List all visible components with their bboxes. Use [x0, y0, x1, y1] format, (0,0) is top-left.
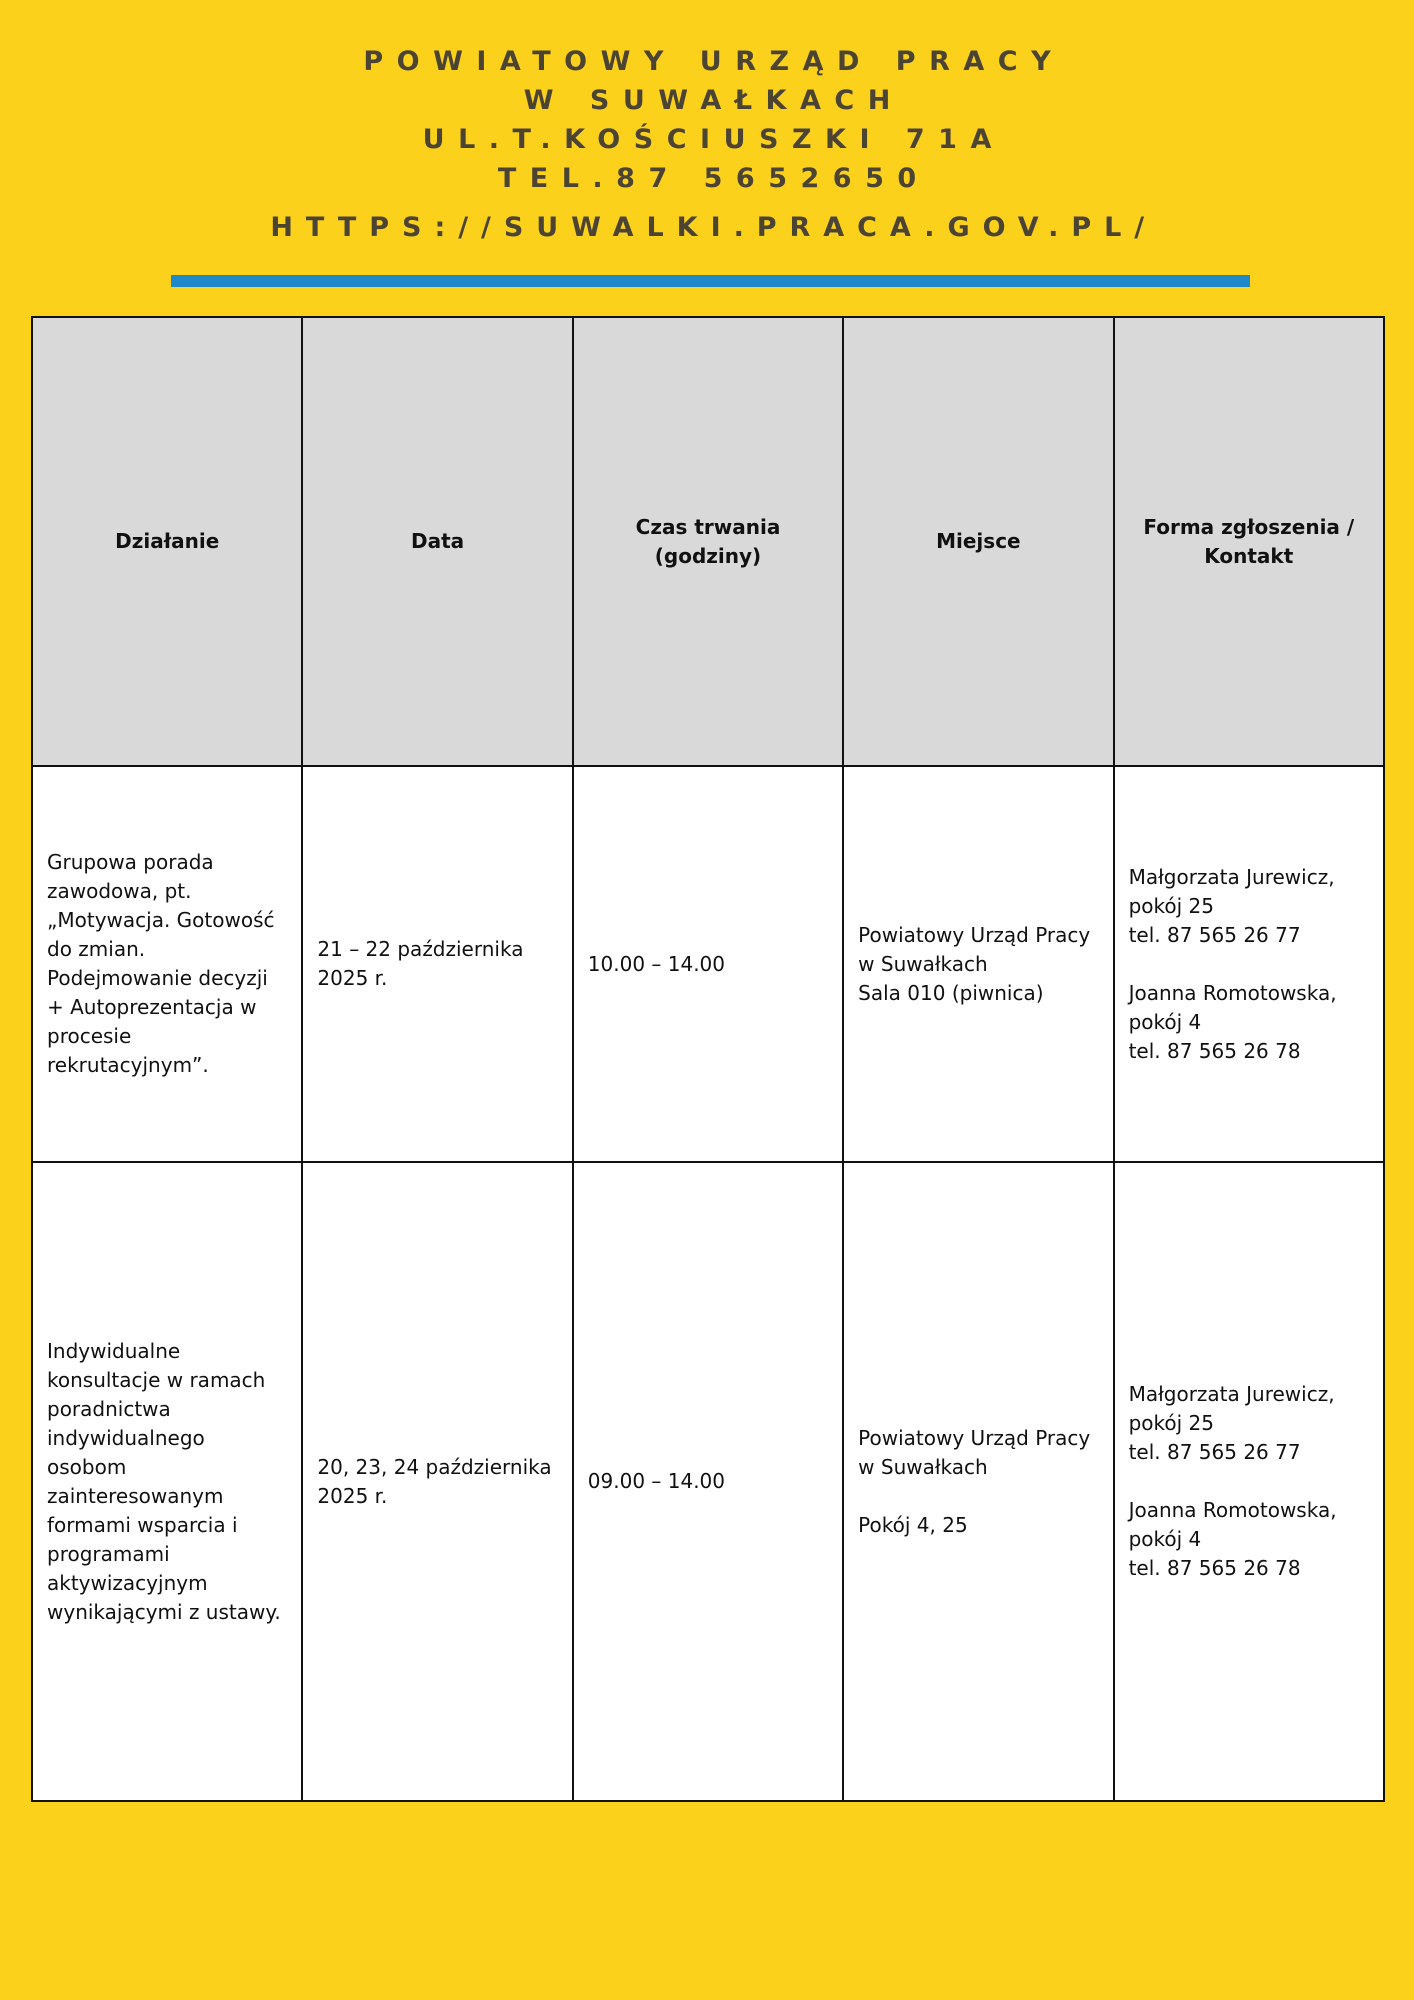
cell-duration: 10.00 – 14.00: [571, 765, 845, 1163]
column-header: Działanie: [30, 316, 304, 767]
header-line: TEL.87 5652650: [497, 163, 930, 194]
table-row: Indywidualne konsultacje w ramach poradn…: [30, 1161, 1386, 1802]
cell-activity: Grupowa porada zawodowa, pt. „Motywacja.…: [30, 765, 304, 1163]
column-header: Data: [301, 316, 574, 767]
column-header: Czas trwania (godziny): [571, 316, 845, 767]
column-header: Forma zgłoszenia / Kontakt: [1112, 316, 1386, 767]
header-line: POWIATOWY URZĄD PRACY: [363, 46, 1065, 77]
accent-divider: [171, 275, 1250, 287]
cell-contact: Małgorzata Jurewicz, pokój 25 tel. 87 56…: [1112, 1161, 1386, 1802]
table-row: Grupowa porada zawodowa, pt. „Motywacja.…: [30, 765, 1386, 1163]
header-line: UL.T.KOŚCIUSZKI 71A: [422, 124, 1005, 155]
website-url[interactable]: HTTPS://SUWALKI.PRACA.GOV.PL/: [270, 212, 1158, 243]
cell-date: 21 – 22 października 2025 r.: [301, 765, 574, 1163]
table-header-row: Działanie Data Czas trwania (godziny) Mi…: [30, 316, 1386, 767]
cell-contact: Małgorzata Jurewicz, pokój 25 tel. 87 56…: [1112, 765, 1386, 1163]
cell-date: 20, 23, 24 października 2025 r.: [301, 1161, 574, 1802]
cell-activity: Indywidualne konsultacje w ramach poradn…: [30, 1161, 304, 1802]
schedule-table: Działanie Data Czas trwania (godziny) Mi…: [30, 316, 1386, 1802]
column-header: Miejsce: [842, 316, 1115, 767]
office-header: POWIATOWY URZĄD PRACY W SUWAŁKACH UL.T.K…: [0, 42, 1414, 247]
header-line: W SUWAŁKACH: [523, 85, 904, 116]
cell-duration: 09.00 – 14.00: [571, 1161, 845, 1802]
cell-place: Powiatowy Urząd Pracy w Suwałkach Pokój …: [842, 1161, 1115, 1802]
cell-place: Powiatowy Urząd Pracy w Suwałkach Sala 0…: [842, 765, 1115, 1163]
